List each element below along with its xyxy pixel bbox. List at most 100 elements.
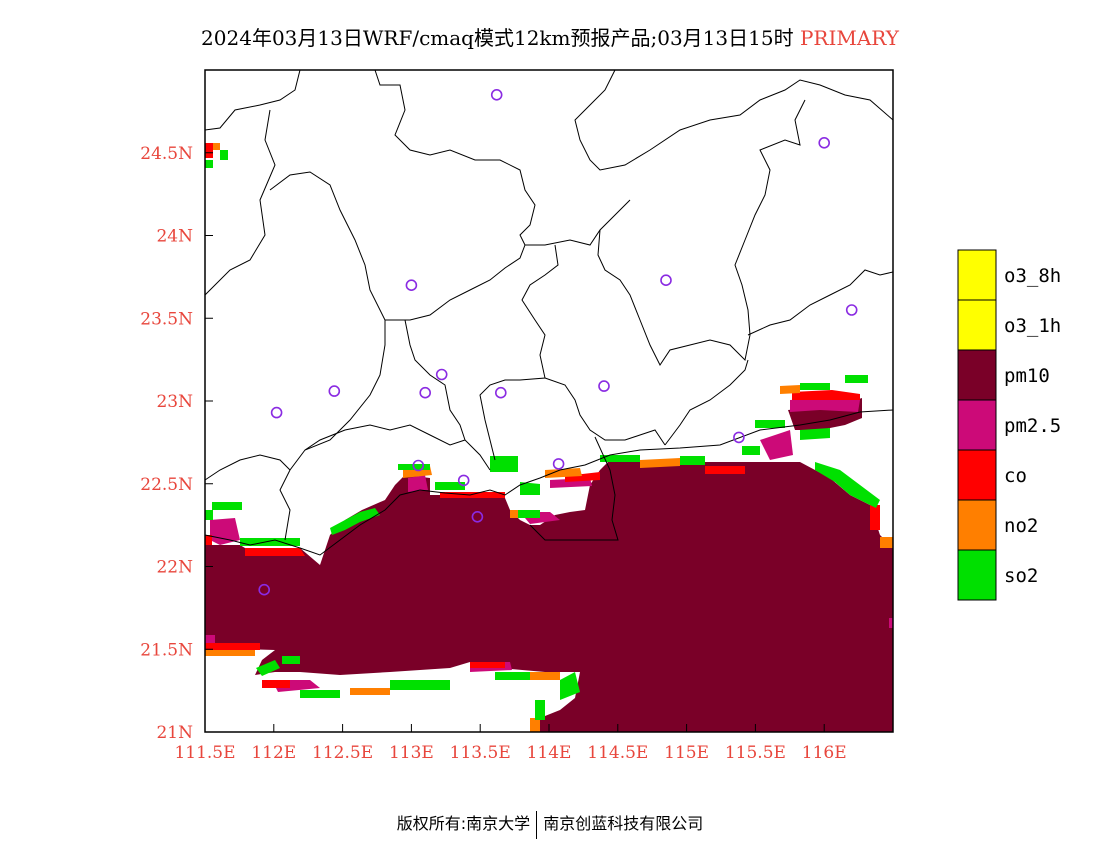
no2-region — [205, 650, 255, 656]
so2-region — [742, 446, 760, 455]
pm25-region — [889, 618, 893, 628]
so2-region — [490, 456, 518, 472]
map-title-tag: PRIMARY — [799, 26, 899, 50]
co-region — [870, 505, 880, 530]
footer-right: 南京创蓝科技有限公司 — [543, 814, 704, 833]
so2-region — [220, 150, 228, 160]
pm25-region — [210, 518, 240, 545]
co-region — [205, 535, 212, 545]
pm10-region — [205, 460, 893, 732]
boundary-line — [479, 244, 559, 461]
legend-label: pm2.5 — [1004, 415, 1061, 437]
no2-region — [640, 458, 680, 468]
x-tick-label: 115E — [664, 743, 709, 763]
station-markers — [258, 89, 858, 596]
map-title-main: 2024年03月13日WRF/cmaq模式12km预报产品;03月13日15时 — [201, 26, 794, 50]
co-region — [262, 680, 290, 688]
so2-region — [535, 700, 545, 720]
x-tick-label: 111.5E — [174, 743, 235, 763]
co-region — [205, 643, 260, 650]
boundary-line — [747, 269, 894, 336]
so2-region — [800, 428, 830, 440]
so2-region — [518, 510, 540, 518]
x-tick-label: 114E — [527, 743, 572, 763]
station-marker — [490, 89, 503, 101]
x-tick-label: 113E — [389, 743, 434, 763]
boundary-line — [269, 171, 386, 541]
no2-region — [350, 688, 390, 695]
co-region — [705, 466, 745, 474]
so2-region — [845, 375, 868, 383]
boundary-line — [304, 424, 466, 451]
so2-region — [282, 656, 300, 664]
legend-label: pm10 — [1004, 365, 1050, 387]
co-region — [470, 662, 505, 668]
legend-label: o3_8h — [1004, 265, 1061, 287]
boundary-line — [204, 109, 276, 296]
footer-separator — [536, 810, 538, 839]
x-tick-label: 112E — [251, 743, 296, 763]
legend-swatch — [957, 349, 997, 401]
so2-region — [755, 420, 785, 428]
so2-region — [800, 383, 830, 390]
y-tick-label: 21.5N — [140, 640, 193, 660]
province-boundaries — [204, 69, 894, 556]
boundary-line — [374, 69, 536, 246]
legend-label: o3_1h — [1004, 315, 1061, 337]
co-region — [205, 143, 213, 158]
pm25-region — [790, 398, 860, 412]
boundary-line — [574, 69, 894, 171]
legend-label: no2 — [1004, 515, 1038, 537]
station-marker — [552, 458, 565, 470]
so2-region — [520, 482, 540, 495]
legend-swatch — [957, 299, 997, 351]
station-marker — [598, 380, 610, 392]
so2-region — [390, 680, 450, 690]
so2-region — [212, 502, 242, 510]
so2-region — [495, 672, 530, 680]
no2-region — [213, 143, 220, 150]
station-marker — [270, 406, 283, 419]
so2-region — [330, 508, 380, 535]
y-tick-label: 24.5N — [140, 144, 193, 164]
station-marker — [412, 459, 425, 472]
so2-region — [435, 482, 465, 490]
legend-swatch — [957, 499, 997, 551]
so2-region — [256, 660, 280, 676]
y-tick-label: 24N — [156, 227, 193, 247]
y-tick-label: 22.5N — [140, 475, 193, 495]
no2-region — [530, 672, 560, 680]
pollutant-fill-layer — [205, 143, 893, 732]
legend: o3_8h o3_1h pm10 pm2.5 co no2 so2 — [957, 249, 1061, 601]
x-tick-label: 115.5E — [725, 743, 786, 763]
pm25-region — [408, 475, 428, 492]
co-region — [245, 548, 305, 556]
co-region — [792, 390, 860, 400]
station-marker — [494, 386, 507, 399]
co-region — [565, 472, 600, 482]
boundary-line — [664, 359, 749, 446]
legend-label: co — [1004, 465, 1027, 487]
copyright-footer: 版权所有:南京大学 南京创蓝科技有限公司 — [0, 810, 1100, 839]
station-marker — [457, 474, 470, 487]
so2-region — [205, 510, 213, 520]
no2-region — [530, 718, 540, 732]
pm25-region — [760, 430, 793, 460]
x-tick-label: 112.5E — [312, 743, 373, 763]
station-marker — [818, 137, 831, 149]
x-tick-label: 116E — [802, 743, 847, 763]
boundary-line — [544, 377, 666, 446]
pm25-region — [205, 635, 215, 643]
coastline — [204, 409, 894, 556]
no2-region — [880, 537, 893, 548]
legend-swatch — [957, 549, 997, 601]
station-marker — [435, 368, 448, 381]
legend-swatch — [957, 449, 997, 501]
station-marker — [258, 583, 271, 596]
so2-region — [815, 462, 880, 508]
legend-label: so2 — [1004, 565, 1038, 587]
boundary-line — [529, 436, 619, 541]
station-marker — [733, 431, 745, 444]
station-marker — [419, 386, 432, 399]
